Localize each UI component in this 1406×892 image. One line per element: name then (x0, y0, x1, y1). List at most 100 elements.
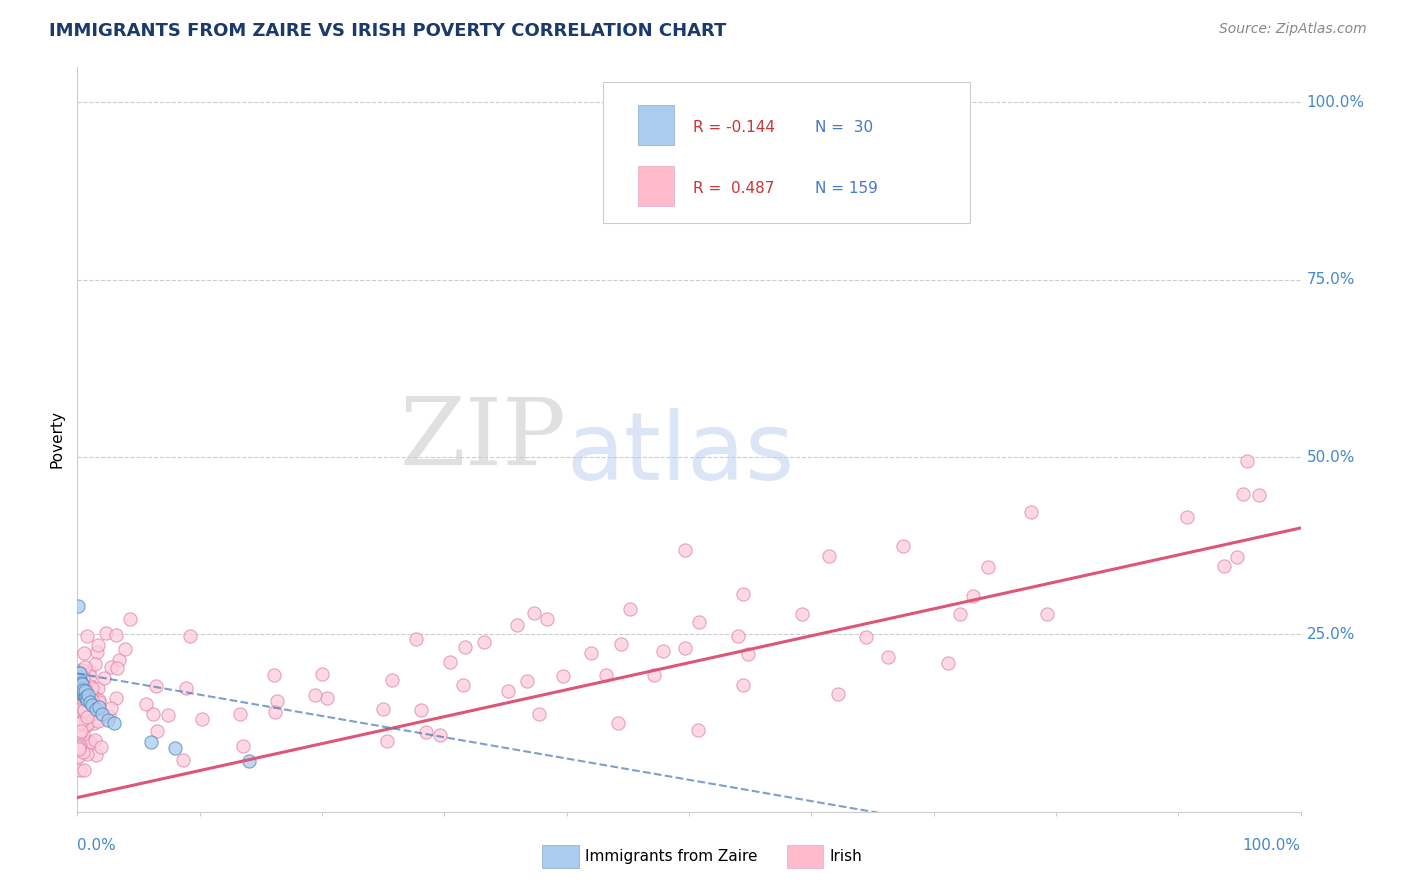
Point (145, 679, 167, 693)
Point (79, 679, 101, 693)
Point (80, 688, 103, 702)
Text: atlas: atlas (567, 409, 794, 500)
Point (228, 707, 250, 722)
Point (83, 690, 105, 704)
Point (962, 589, 984, 603)
Point (84, 657, 107, 671)
Point (737, 648, 759, 662)
Point (73, 715, 96, 730)
Point (70, 705, 93, 719)
Point (439, 655, 461, 669)
Point (790, 607, 813, 621)
Text: 25.0%: 25.0% (1306, 627, 1355, 642)
Point (67, 740, 90, 755)
Point (172, 753, 194, 767)
Point (79, 707, 101, 722)
Point (827, 687, 849, 701)
Point (69, 663, 91, 677)
Point (75, 660, 97, 674)
Point (727, 629, 749, 643)
Point (73, 703, 96, 717)
Point (135, 697, 157, 711)
Point (76, 683, 98, 698)
Point (174, 681, 197, 695)
Point (69, 738, 91, 752)
Point (69, 697, 91, 711)
Point (70, 675, 93, 690)
Point (595, 668, 617, 682)
Point (142, 706, 165, 721)
Point (76, 747, 98, 762)
Y-axis label: Poverty: Poverty (49, 410, 65, 468)
Point (69, 724, 91, 739)
Text: N =  30: N = 30 (815, 120, 873, 135)
Point (77, 664, 100, 678)
Point (72, 746, 94, 760)
Point (69, 666, 91, 681)
Point (79, 708, 101, 723)
Text: N = 159: N = 159 (815, 180, 877, 195)
Point (76, 718, 98, 732)
Point (1213, 558, 1236, 573)
Point (733, 587, 755, 601)
Point (66, 599, 89, 613)
Point (375, 734, 398, 748)
Point (673, 641, 696, 656)
Point (67, 673, 90, 688)
Point (72, 685, 94, 699)
Point (70, 703, 93, 717)
Point (893, 539, 915, 553)
Point (72, 738, 94, 752)
Point (146, 723, 169, 738)
Point (1226, 549, 1249, 564)
Point (69, 729, 91, 743)
Point (949, 607, 972, 622)
Point (232, 739, 254, 753)
Point (75, 690, 97, 704)
Point (454, 640, 477, 655)
Point (688, 723, 710, 737)
Point (73, 646, 96, 660)
Point (70, 685, 93, 699)
Point (98, 708, 121, 723)
Point (94, 626, 117, 640)
Point (73, 684, 96, 698)
Point (87, 681, 110, 695)
Text: ZIP: ZIP (399, 394, 567, 484)
Point (70, 678, 93, 692)
Point (266, 694, 288, 708)
Point (70, 675, 93, 690)
Point (79, 699, 101, 714)
Point (156, 708, 179, 723)
Point (536, 612, 558, 626)
Point (1019, 505, 1042, 519)
Point (72, 663, 94, 677)
Point (1249, 488, 1271, 502)
Point (72, 727, 94, 741)
Point (1236, 454, 1258, 468)
Text: IMMIGRANTS FROM ZAIRE VS IRISH POVERTY CORRELATION CHART: IMMIGRANTS FROM ZAIRE VS IRISH POVERTY C… (49, 22, 727, 40)
Point (69, 673, 91, 688)
Point (70, 677, 93, 691)
Point (73, 691, 96, 706)
Point (67, 681, 90, 695)
Point (67, 723, 90, 738)
Point (76, 710, 98, 724)
Point (86, 645, 108, 659)
Point (104, 628, 127, 642)
Text: R =  0.487: R = 0.487 (693, 180, 773, 195)
Point (191, 712, 214, 726)
Point (79, 669, 101, 683)
Point (451, 677, 474, 691)
FancyBboxPatch shape (637, 105, 675, 145)
Point (496, 684, 519, 698)
Point (72, 671, 94, 685)
Point (75, 682, 97, 697)
Point (80, 698, 103, 713)
Point (551, 668, 574, 682)
Text: R = -0.144: R = -0.144 (693, 120, 775, 135)
Point (73, 690, 96, 704)
Point (70, 700, 93, 714)
Point (103, 716, 125, 731)
Point (89, 699, 111, 714)
